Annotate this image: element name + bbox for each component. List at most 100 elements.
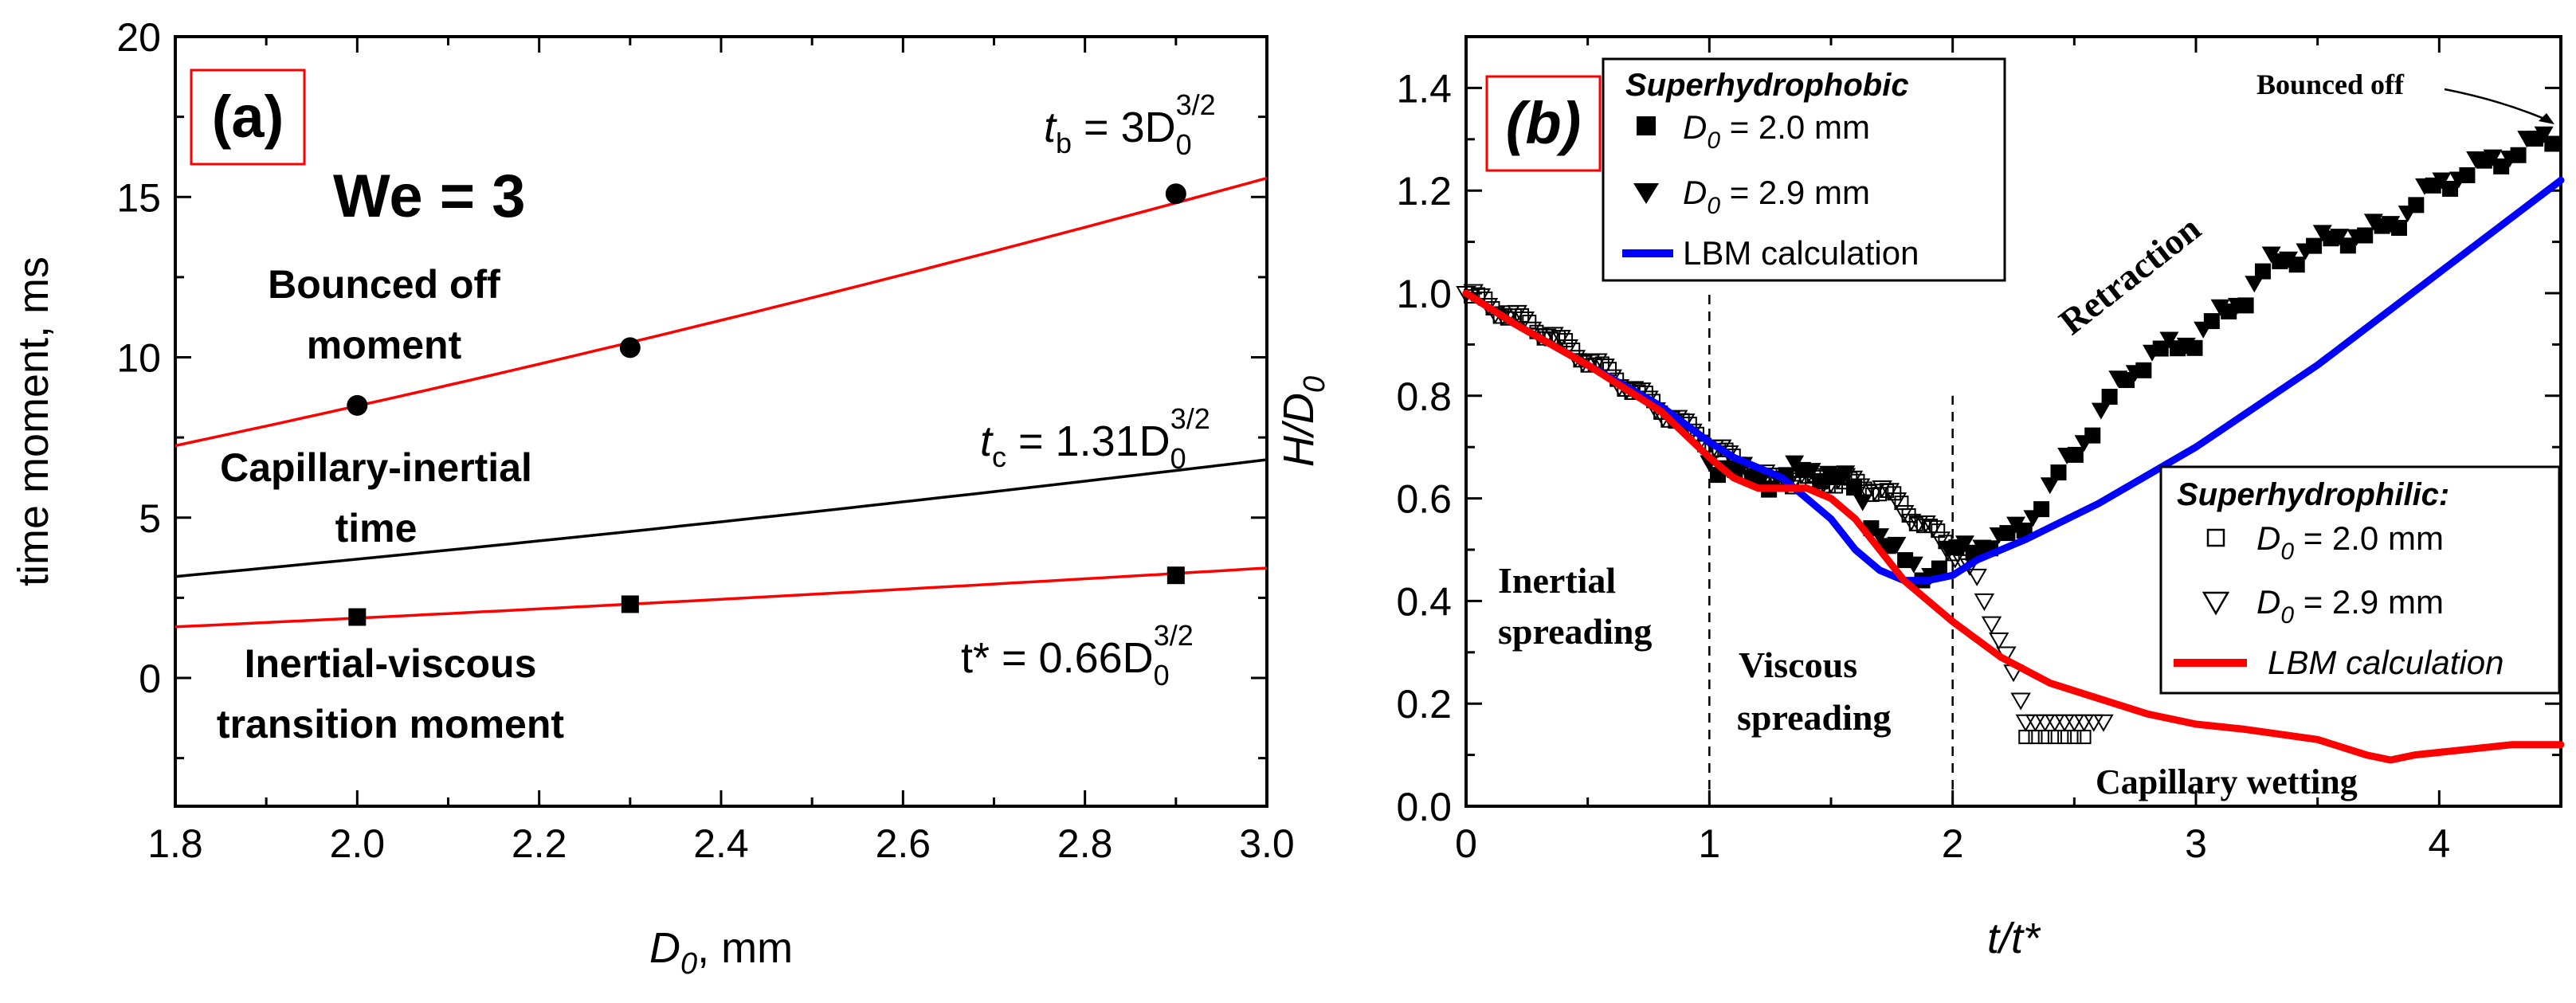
x-tick-label: 1.8 (147, 821, 203, 866)
legend-top-title: Superhydrophobic (1625, 68, 1909, 103)
bounced-off-annotation: Bounced off (2256, 69, 2405, 100)
x-tick-label: 1 (1698, 821, 1720, 866)
x-tick-label: 2.8 (1057, 821, 1113, 866)
panel-a-fit-lines (174, 176, 1268, 629)
filled-square-marker (2118, 372, 2135, 389)
data-point-circle (1165, 183, 1186, 205)
y-tick-label: 0.2 (1396, 682, 1452, 727)
legend-top-entry-3: LBM calculation (1683, 234, 1919, 272)
open-square-marker (2028, 730, 2043, 745)
filled-square-marker (2408, 197, 2425, 214)
legend-filled-square-marker (1637, 116, 1656, 135)
bounced-off-annotation-line2: moment (307, 323, 462, 367)
panel-b-ylabel: H/D0 (1275, 376, 1331, 467)
filled-square-marker (2288, 257, 2305, 273)
open-square-marker (2067, 730, 2082, 745)
filled-triangle-marker (1870, 528, 1890, 546)
open-triangle-marker (1930, 531, 1951, 550)
filled-triangle-marker (2432, 172, 2452, 190)
y-tick-label: 0 (139, 656, 161, 701)
panel-b-label-box (1485, 75, 1602, 172)
open-square-marker (2037, 730, 2053, 745)
filled-square-marker (1846, 480, 1863, 496)
open-triangle-marker (2025, 714, 2046, 732)
legend-superhydrophilic: Superhydrophilic: D0 = 2.0 mm D0 = 2.9 m… (2159, 465, 2561, 695)
filled-square-marker (2237, 297, 2254, 314)
open-triangle-marker (1879, 483, 1900, 501)
y-tick-label: 1.4 (1396, 66, 1452, 111)
fit-line (174, 566, 1268, 629)
filled-triangle-marker (1802, 463, 1821, 480)
y-tick-label: 0.8 (1396, 374, 1452, 419)
filled-triangle-marker (2245, 276, 2264, 293)
filled-square-marker (2203, 313, 2220, 330)
filled-square-marker (1999, 525, 2016, 542)
data-point-square (348, 608, 367, 626)
data-point-circle (619, 337, 641, 358)
filled-square-marker (2339, 237, 2356, 254)
filled-square-marker (2459, 167, 2476, 183)
open-triangle-marker (2073, 714, 2095, 732)
filled-triangle-marker (2483, 149, 2503, 167)
viscous-spreading-line2: spreading (1737, 697, 1891, 738)
legend-bottom-entry-2: D0 = 2.9 mm (2256, 583, 2444, 629)
lbm-line (1462, 289, 2565, 764)
y-tick-label: 10 (116, 336, 161, 381)
panel-a-label: (a) (212, 84, 284, 150)
bounced-off-arrow (2444, 88, 2554, 124)
filled-triangle-marker (1785, 455, 1805, 472)
open-triangle-marker (2045, 714, 2065, 732)
legend-top-entry-1: D0 = 2.0 mm (1683, 108, 1870, 154)
open-triangle-marker (1988, 632, 2009, 650)
legend-bottom-entry-3: LBM calculation (2268, 644, 2503, 681)
open-square-marker (2076, 730, 2092, 745)
filled-triangle-marker (2040, 477, 2060, 495)
data-point-circle (347, 394, 368, 416)
filled-triangle-marker (1955, 535, 1974, 553)
open-triangle-marker (1551, 330, 1571, 348)
filled-square-marker (2254, 263, 2271, 280)
open-square-marker (1931, 523, 1946, 539)
fit-line (174, 458, 1268, 578)
filled-triangle-marker (1904, 556, 1923, 574)
weber-number-label: We = 3 (333, 163, 526, 230)
filled-triangle-marker (2261, 246, 2281, 264)
open-triangle-marker (1543, 327, 1564, 345)
open-triangle-marker (2084, 714, 2104, 732)
legend-open-triangle-marker (2202, 591, 2230, 616)
open-triangle-marker (1901, 513, 1922, 531)
filled-square-marker (2050, 464, 2067, 481)
open-triangle-marker (1915, 515, 1936, 534)
filled-square-marker (2544, 135, 2561, 152)
x-tick-label: 2.0 (330, 821, 386, 866)
y-tick-label: 5 (139, 496, 161, 541)
legend-superhydrophobic: Superhydrophobic D0 = 2.0 mm D0 = 2.9 mm… (1602, 57, 2006, 282)
open-triangle-marker (1974, 593, 1995, 611)
open-triangle-marker (2054, 714, 2075, 732)
inertial-viscous-annotation-line1: Inertial-viscous (245, 641, 537, 686)
tc-equation: tc = 1.31D03/2 (980, 402, 1210, 475)
y-tick-label: 0.6 (1396, 477, 1452, 522)
panel-a-points (347, 183, 1186, 626)
open-triangle-marker (1966, 568, 1987, 586)
y-tick-label: 0.0 (1396, 785, 1452, 829)
y-tick-label: 1.2 (1396, 169, 1452, 214)
bounced-off-annotation-line1: Bounced off (268, 262, 500, 307)
tstar-equation: t* = 0.66D03/2 (961, 619, 1194, 692)
filled-square-marker (2152, 340, 2169, 357)
filled-square-marker (2186, 339, 2203, 356)
inertial-spreading-line2: spreading (1498, 611, 1652, 652)
filled-square-marker (2390, 220, 2407, 237)
x-tick-label: 3 (2185, 821, 2207, 866)
filled-square-marker (2442, 180, 2459, 197)
filled-square-marker (2135, 362, 2152, 378)
lbm-line (1462, 176, 2565, 585)
panel-a-ticks: 1.8 2.0 2.2 2.4 2.6 2.8 3.0 0 5 10 15 20 (116, 15, 1294, 866)
open-triangle-marker (1594, 358, 1615, 377)
x-tick-label: 3.0 (1239, 821, 1295, 866)
filled-triangle-marker (2330, 229, 2350, 246)
filled-triangle-marker (2312, 225, 2332, 242)
viscous-spreading-line1: Viscous (1739, 645, 1857, 685)
filled-square-marker (2221, 303, 2237, 319)
